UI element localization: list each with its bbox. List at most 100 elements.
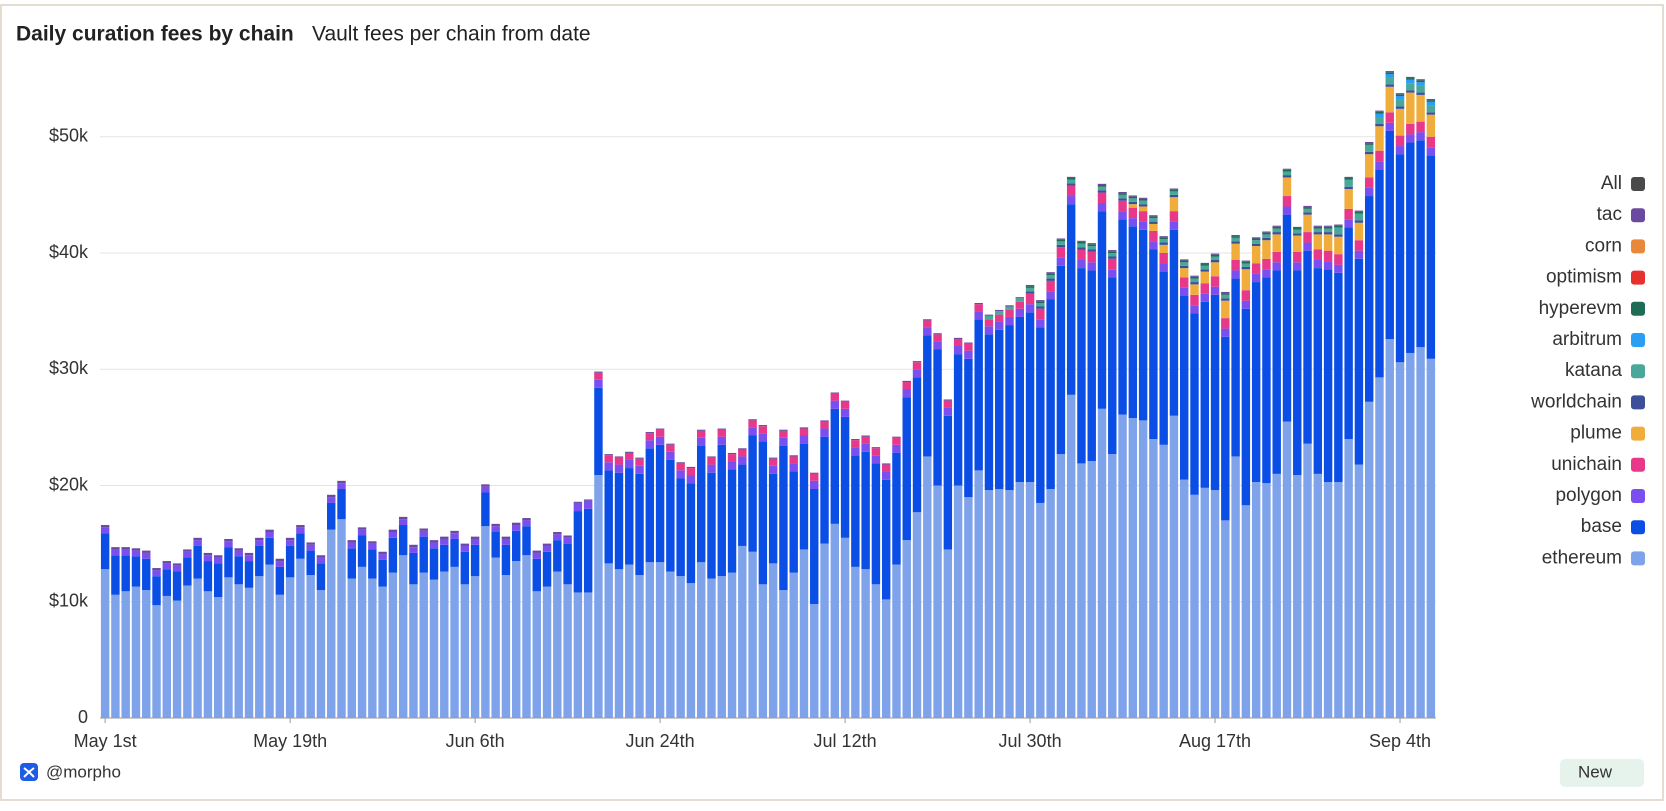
bar-segment	[614, 472, 624, 570]
bar-segment	[995, 329, 1004, 489]
bar-segment	[768, 563, 778, 718]
bar-segment	[1108, 253, 1117, 257]
bar-segment	[1077, 240, 1086, 242]
bar-segment	[902, 389, 911, 398]
bar-segment	[1272, 226, 1281, 229]
bar-segment	[635, 457, 644, 459]
bar-segment	[388, 537, 398, 573]
bar-segment	[460, 545, 470, 552]
legend-label: katana	[1565, 360, 1622, 381]
bar-segment	[902, 397, 911, 541]
bar-segment	[152, 570, 161, 577]
bar-segment	[1354, 250, 1364, 259]
bar-segment	[655, 444, 665, 563]
bar-segment	[912, 362, 922, 370]
bar-segment	[512, 525, 521, 531]
bar-segment	[768, 473, 778, 564]
bar-segment	[974, 319, 983, 471]
new-button[interactable]	[1560, 759, 1644, 787]
bar-segment	[1293, 475, 1302, 718]
bar-segment	[1169, 197, 1179, 212]
bar-segment	[707, 464, 716, 473]
bar-segment	[1426, 155, 1436, 359]
bar-segment	[357, 529, 367, 536]
new-button-label[interactable]: New	[1578, 762, 1613, 781]
bar-segment	[717, 576, 726, 718]
bar-segment	[265, 564, 274, 718]
bar-segment	[1406, 78, 1415, 80]
bar-segment	[347, 578, 356, 718]
legend-label: corn	[1585, 235, 1622, 256]
bar-segment	[1108, 269, 1117, 278]
bar-segment	[1210, 254, 1220, 257]
x-tick-label: Jul 30th	[999, 731, 1062, 751]
bar-segment	[152, 605, 161, 718]
bar-segment	[1128, 196, 1138, 199]
bar-segment	[1190, 278, 1199, 283]
bar-segment	[933, 349, 942, 486]
bar-segment	[1221, 520, 1230, 718]
bar-segment	[532, 558, 541, 592]
y-tick-label: $50k	[49, 126, 89, 146]
bar-segment	[1097, 190, 1107, 193]
bar-segment	[933, 333, 942, 335]
bar-segment	[696, 437, 706, 446]
bar-segment	[491, 532, 500, 558]
bar-segment	[1005, 325, 1014, 491]
bar-segment	[1303, 232, 1312, 243]
bar-segment	[1138, 206, 1148, 212]
bar-segment	[172, 565, 182, 572]
bar-segment	[1385, 73, 1394, 78]
bar-segment	[1385, 84, 1394, 87]
bar-segment	[1282, 421, 1292, 718]
bar-segment	[1354, 258, 1364, 465]
legend-swatch	[1631, 208, 1645, 223]
bar-segment	[727, 454, 737, 462]
bar-segment	[1200, 301, 1209, 488]
bar-segment	[1221, 293, 1230, 295]
bar-segment	[799, 428, 809, 436]
bar-segment	[1036, 302, 1045, 307]
bar-segment	[1416, 347, 1425, 718]
bar-segment	[1354, 210, 1364, 212]
bar-segment	[1046, 280, 1055, 292]
bar-segment	[1272, 251, 1281, 263]
bar-segment	[553, 532, 562, 535]
bar-segment	[183, 551, 192, 558]
bar-segment	[696, 429, 706, 431]
bar-segment	[1395, 96, 1405, 100]
bar-segment	[131, 586, 141, 718]
bar-segment	[1395, 93, 1405, 95]
bar-segment	[1015, 308, 1024, 317]
bar-segment	[1036, 300, 1045, 302]
bar-segment	[409, 544, 418, 548]
bar-segment	[964, 350, 973, 359]
bar-segment	[440, 571, 449, 718]
bar-segment	[131, 556, 141, 587]
legend-label: ethereum	[1542, 547, 1622, 568]
bar-segment	[594, 387, 603, 476]
bar-segment	[1118, 219, 1127, 415]
bar-segment	[974, 304, 983, 312]
bar-segment	[1159, 444, 1168, 718]
bar-segment	[851, 439, 860, 441]
bar-segment	[1241, 290, 1251, 301]
bar-segment	[779, 429, 788, 431]
bar-segment	[779, 445, 788, 591]
bar-segment	[1241, 308, 1251, 506]
bar-segment	[470, 576, 480, 718]
bar-segment	[1015, 482, 1024, 718]
bar-segment	[995, 314, 1004, 322]
bar-segment	[265, 537, 274, 565]
bar-segment	[1231, 278, 1240, 457]
bar-segment	[820, 420, 829, 422]
bar-segment	[1344, 439, 1353, 718]
bar-segment	[1282, 175, 1292, 178]
bar-segment	[892, 452, 901, 565]
bar-segment	[1323, 250, 1333, 262]
bar-segment	[686, 468, 696, 476]
bar-segment	[984, 319, 994, 327]
legend-swatch	[1631, 239, 1645, 254]
bar-segment	[440, 538, 449, 545]
legend-label: plume	[1570, 423, 1622, 444]
